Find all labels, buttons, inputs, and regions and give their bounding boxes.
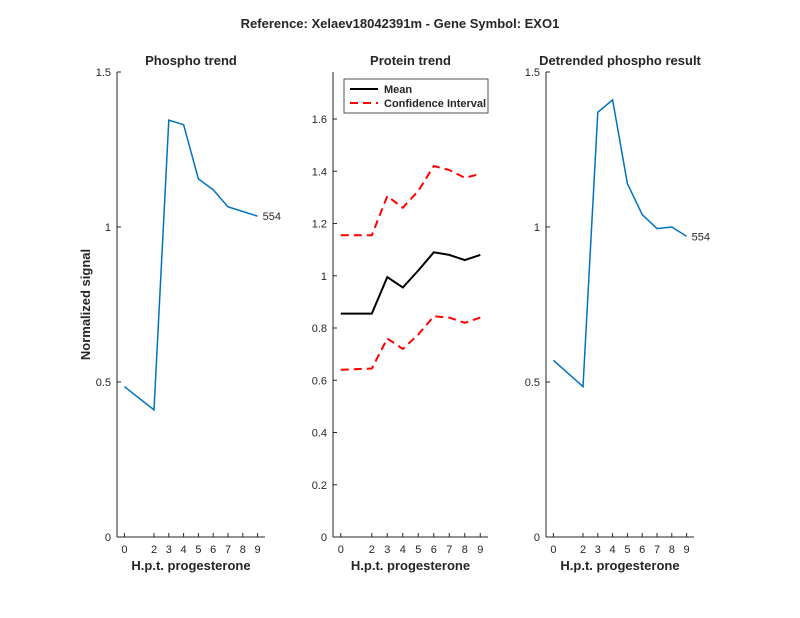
x-axis-label: H.p.t. progesterone [351,558,470,573]
x-tick-label: 0 [550,544,556,556]
legend-label: Confidence Interval [384,98,486,110]
x-tick-label: 2 [580,544,586,556]
y-tick-label: 1.4 [312,166,327,178]
x-tick-label: 9 [684,544,690,556]
data-label: 554 [263,211,281,223]
y-tick-label: 0 [534,532,540,544]
panel-title: Phospho trend [145,53,237,68]
y-tick-label: 0.4 [312,428,327,440]
x-tick-label: 7 [446,544,452,556]
x-tick-label: 9 [255,544,261,556]
x-tick-label: 6 [639,544,645,556]
x-tick-label: 5 [195,544,201,556]
y-tick-label: 0 [321,532,327,544]
legend-label: Mean [384,84,412,96]
y-tick-label: 0.5 [96,377,111,389]
panel-2: 0 0.2 0.4 0.6 0.8 1 1.2 1.4 1.6 0 2 3 4 5 6 7 8 9 Protein … [312,53,489,573]
x-tick-label: 8 [240,544,246,556]
series-line-1 [552,98,687,389]
y-tick-label: 1.2 [312,219,327,231]
panel-1: 0 0.5 1 1.5 0 2 3 4 5 6 7 8 9 Phospho trend H.p.t. pro… [78,53,281,573]
x-tick-label: 3 [595,544,601,556]
x-tick-label: 2 [369,544,375,556]
x-tick-label: 5 [624,544,630,556]
series-line-3 [340,315,481,371]
y-tick-label: 1 [534,222,540,234]
y-tick-label: 1.6 [312,114,327,126]
y-tick-label: 0.8 [312,323,327,335]
series-line-1 [340,251,481,315]
y-tick-label: 1.5 [96,67,111,79]
x-tick-label: 2 [151,544,157,556]
x-tick-label: 8 [462,544,468,556]
legend: Mean Confidence Interval [343,78,489,114]
x-tick-label: 3 [166,544,172,556]
data-label: 554 [692,231,710,243]
panel-3: 0 0.5 1 1.5 0 2 3 4 5 6 7 8 9 Detrended phospho resul… [525,53,710,573]
panel-title: Detrended phospho result [539,53,701,68]
y-tick-label: 1 [321,271,327,283]
y-tick-label: 1.5 [525,67,540,79]
x-axis-label: H.p.t. progesterone [131,558,250,573]
x-tick-label: 7 [654,544,660,556]
x-tick-label: 4 [181,544,187,556]
y-tick-label: 0 [105,532,111,544]
x-tick-label: 3 [384,544,390,556]
series-line-1 [123,119,258,412]
y-axis-label: Normalized signal [78,249,93,360]
x-tick-label: 8 [669,544,675,556]
x-tick-label: 0 [121,544,127,556]
x-tick-label: 4 [610,544,616,556]
figure-suptitle: Reference: Xelaev18042391m - Gene Symbol… [241,16,560,31]
y-tick-label: 0.6 [312,375,327,387]
panel-title: Protein trend [370,53,451,68]
x-tick-label: 6 [210,544,216,556]
y-tick-label: 0.5 [525,377,540,389]
x-tick-label: 4 [400,544,406,556]
x-tick-label: 9 [477,544,483,556]
x-tick-label: 0 [338,544,344,556]
x-tick-label: 6 [431,544,437,556]
x-tick-label: 7 [225,544,231,556]
y-tick-label: 0.2 [312,480,327,492]
x-tick-label: 5 [415,544,421,556]
legend-box [343,78,489,114]
series-line-2 [340,164,481,237]
y-tick-label: 1 [105,222,111,234]
x-axis-label: H.p.t. progesterone [560,558,679,573]
